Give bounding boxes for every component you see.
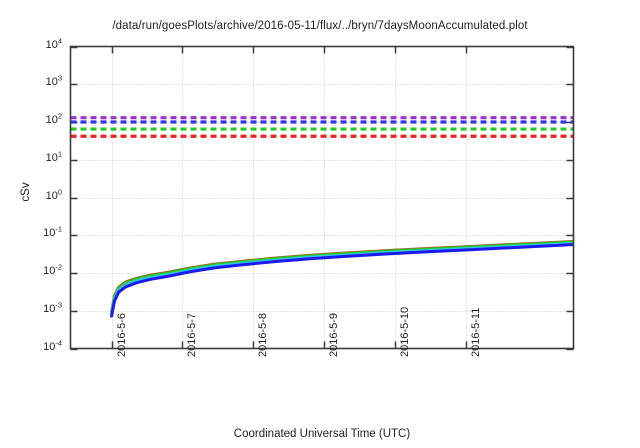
series-accumulated-dose-blue [110, 243, 574, 318]
gridlines [70, 46, 574, 349]
x-axis-label: Coordinated Universal Time (UTC) [233, 428, 411, 440]
y-tick-label: 10-4 [43, 337, 62, 353]
page-title: /data/run/goesPlots/archive/2016-05-11/f… [112, 20, 528, 32]
x-tick-label: 2016-5-11 [470, 307, 482, 357]
y-tick-label: 103 [45, 72, 62, 88]
x-tick-label: 2016-5-10 [399, 306, 411, 357]
x-tick-label: 2016-5-6 [116, 312, 128, 357]
series-accumulated-dose-green [110, 240, 574, 314]
series-accumulated-dose-upper [110, 239, 574, 314]
plot-frame [69, 45, 575, 350]
y-tick-label: 10-1 [43, 223, 62, 239]
y-tick-label: 100 [45, 186, 62, 202]
y-tick-label: 104 [45, 35, 62, 51]
y-tick-label: 102 [45, 110, 62, 126]
y-tick-label: 10-3 [43, 299, 62, 315]
axis-ticks [70, 46, 574, 351]
x-tick-label: 2016-5-9 [328, 312, 340, 357]
y-tick-label: 10-2 [43, 261, 62, 277]
x-tick-label: 2016-5-8 [257, 312, 269, 357]
series-accumulated-dose-cyan [110, 241, 574, 316]
x-tick-label: 2016-5-7 [186, 312, 198, 357]
y-tick-label: 101 [45, 148, 62, 164]
data-series-layer [70, 116, 574, 318]
